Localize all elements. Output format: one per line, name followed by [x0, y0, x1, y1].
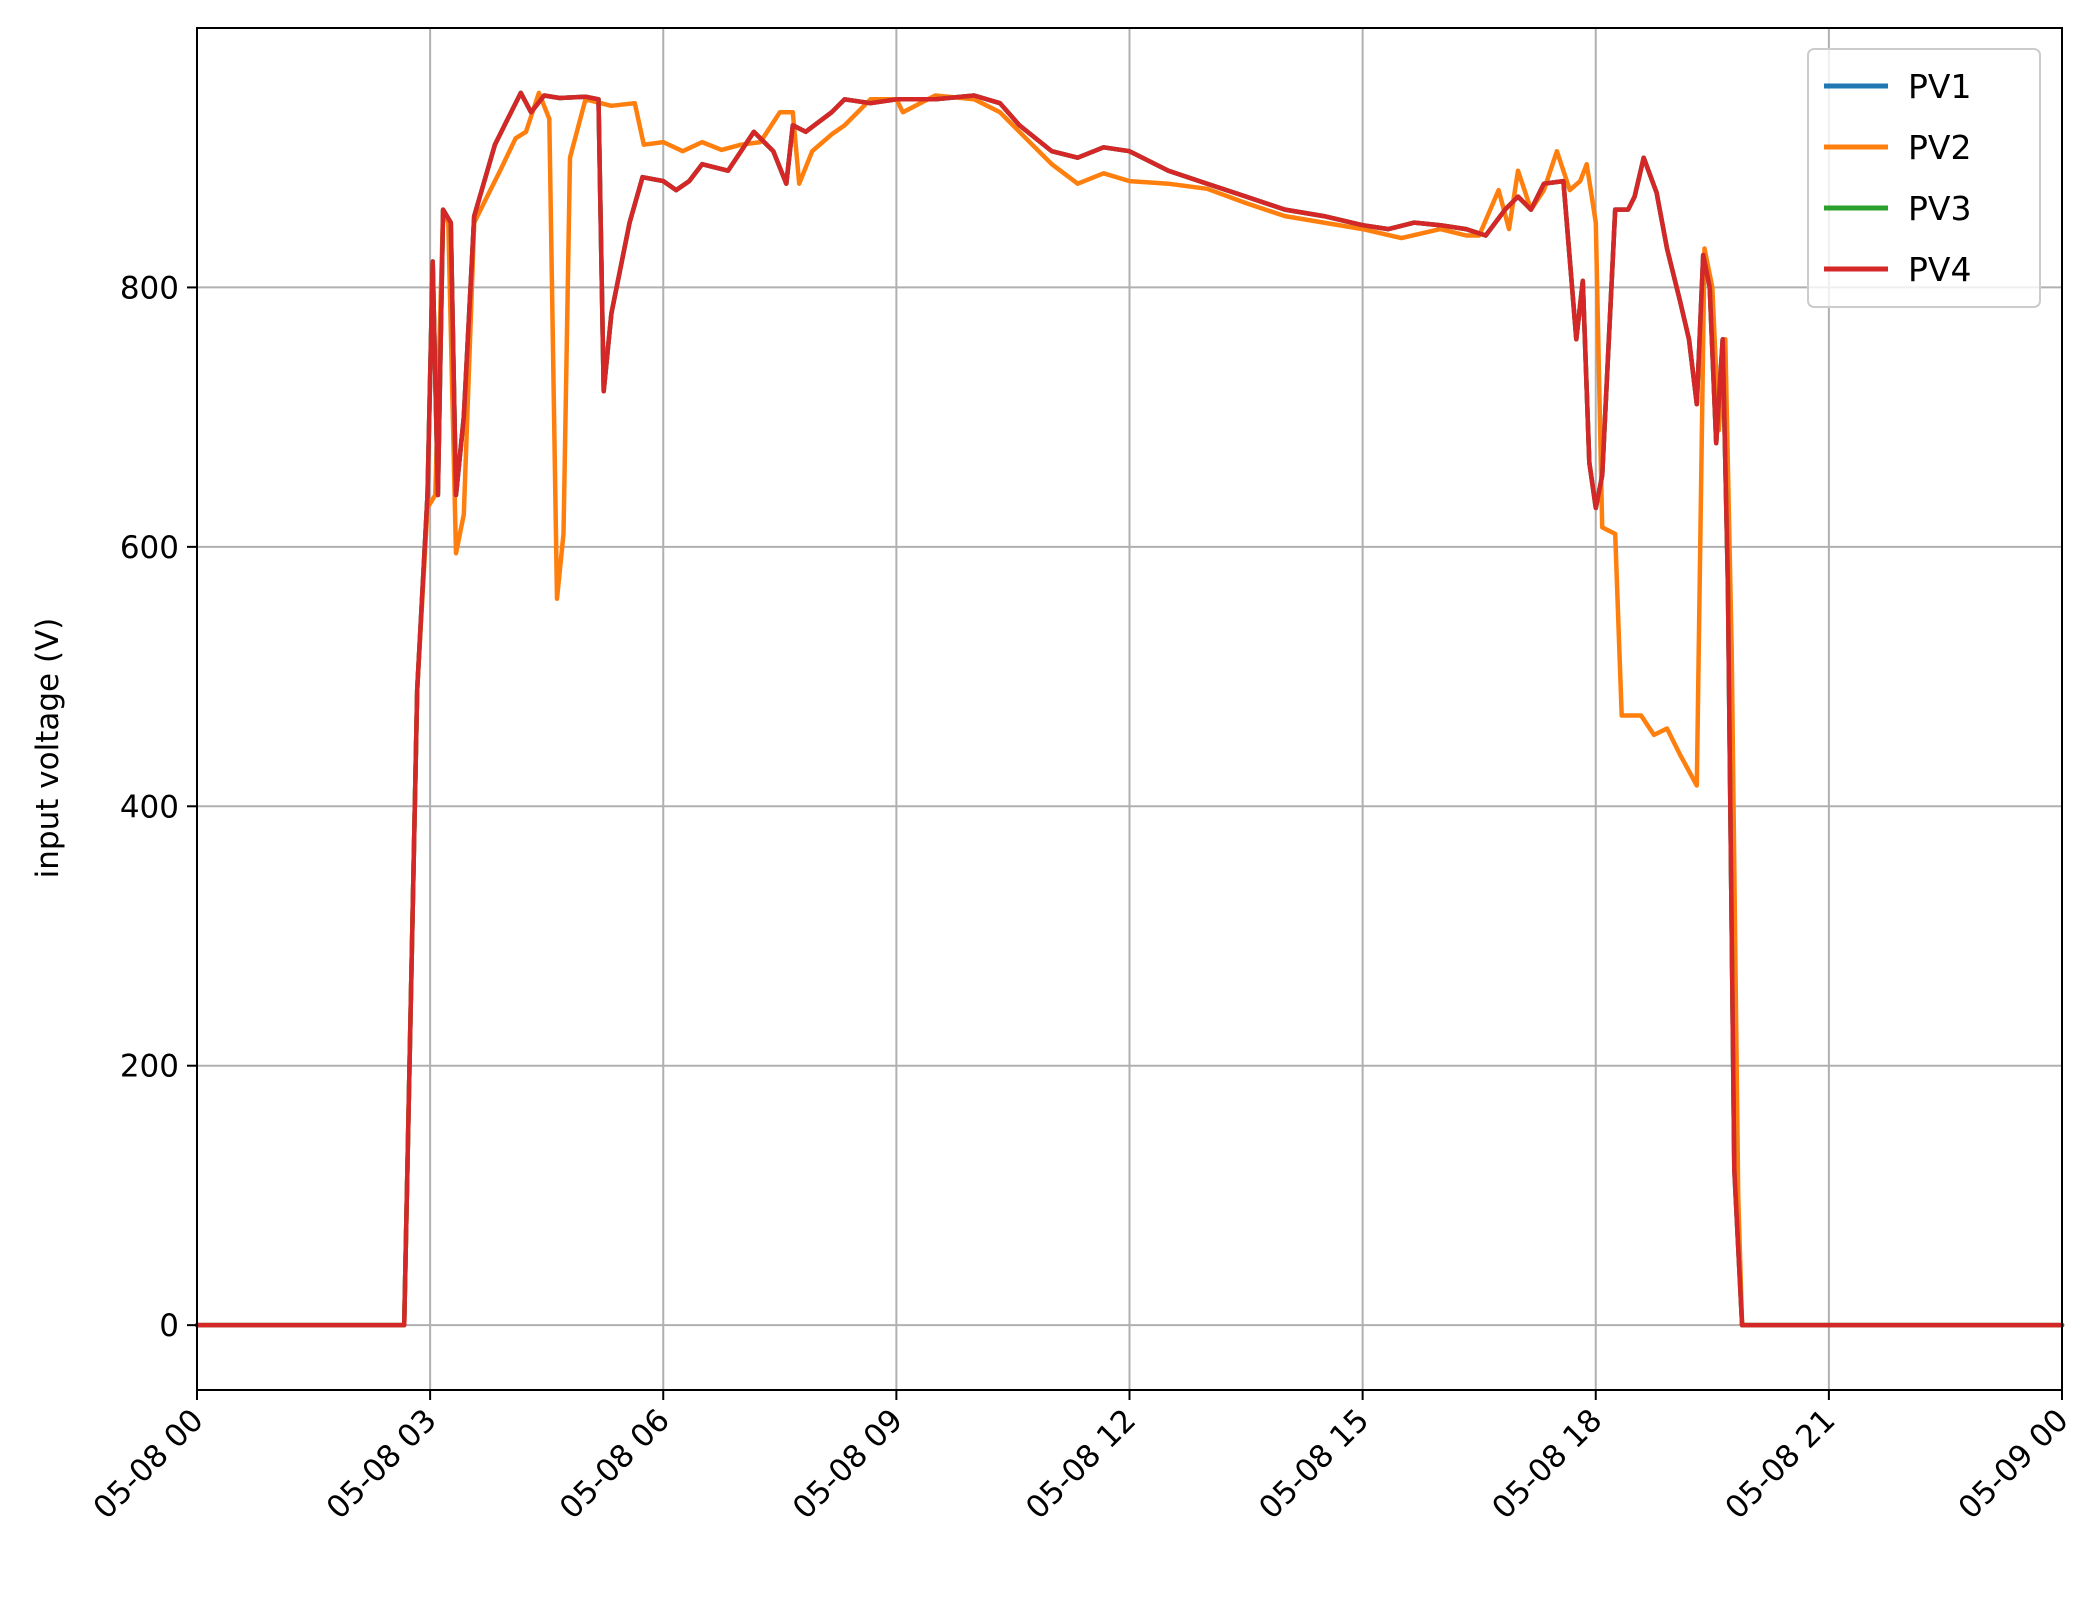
y-tick-label: 400 [120, 789, 179, 825]
y-axis-label: input voltage (V) [30, 618, 66, 879]
y-tick-label: 200 [120, 1049, 179, 1085]
legend-label-pv3: PV3 [1908, 189, 1971, 228]
legend: PV1 PV2 PV3 PV4 [1807, 48, 2041, 308]
legend-label-pv4: PV4 [1908, 250, 1971, 289]
y-tick-label: 0 [159, 1308, 179, 1344]
y-tick-label: 800 [120, 270, 179, 306]
series-lines [194, 90, 2065, 1328]
grid-lines [196, 28, 2063, 1390]
legend-label-pv1: PV1 [1908, 67, 1971, 106]
y-axis: 0 200 400 600 800 [120, 270, 197, 1344]
legend-box [1807, 48, 2041, 308]
series-line-pv4 [194, 90, 2065, 1328]
legend-label-pv2: PV2 [1908, 128, 1971, 167]
y-tick-label: 600 [120, 530, 179, 566]
